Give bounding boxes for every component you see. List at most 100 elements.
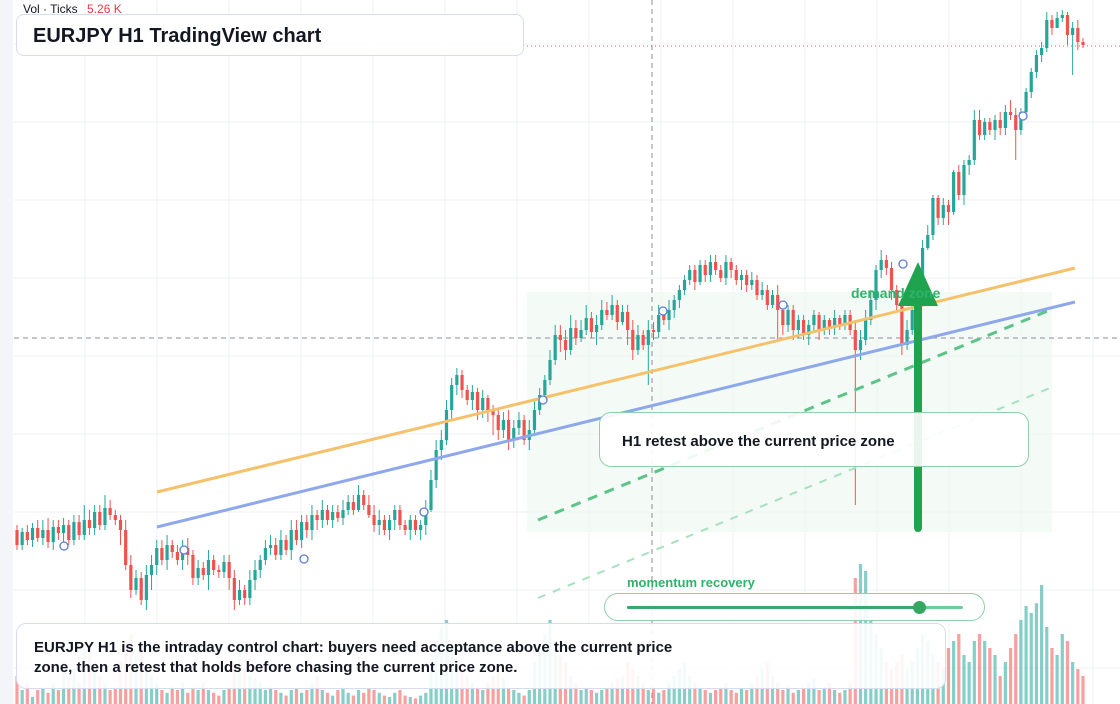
candle-bearish: [900, 305, 904, 345]
volume-bar: [1014, 634, 1018, 704]
candle-bullish: [501, 420, 506, 430]
candle-bullish: [1003, 112, 1007, 128]
up-arrow-icon[interactable]: [898, 262, 938, 306]
candle-bearish: [791, 310, 795, 330]
candle-bearish: [558, 335, 562, 340]
candle-bearish: [124, 530, 128, 565]
candle-bearish: [113, 515, 117, 520]
volume-bar: [1024, 606, 1028, 704]
candle-bullish: [1029, 72, 1033, 92]
candle-bearish: [745, 275, 749, 285]
candle-bullish: [1039, 48, 1044, 55]
volume-bar: [77, 683, 81, 704]
volume-bar: [977, 634, 982, 704]
volume-bar: [848, 683, 852, 704]
candle-bearish: [362, 495, 366, 505]
candle-bearish: [87, 520, 92, 528]
candle-bullish: [481, 398, 485, 410]
volume-bar: [372, 690, 376, 704]
candle-bearish: [170, 545, 174, 552]
event-marker-icon: [1018, 111, 1028, 121]
candle-bullish: [739, 275, 744, 280]
candle-bearish: [15, 530, 19, 545]
volume-bar: [331, 695, 335, 704]
candle-bullish: [341, 510, 345, 518]
volume-bar: [424, 692, 428, 704]
green-dashed-projection-lower[interactable]: [537, 387, 1051, 599]
volume-bar: [729, 690, 733, 704]
candle-bullish: [600, 310, 604, 325]
volume-bar: [175, 690, 180, 704]
volume-bar: [491, 676, 495, 704]
candle-bearish: [465, 390, 469, 400]
volume-bar: [362, 692, 366, 704]
volume-bar: [1071, 662, 1075, 704]
candle-bullish: [429, 480, 433, 510]
candle-bullish: [584, 318, 588, 330]
volume-bar: [315, 676, 319, 704]
candle-bullish: [786, 310, 790, 325]
momentum-slider[interactable]: [604, 593, 985, 621]
volume-bar: [351, 695, 355, 704]
candle-bearish: [615, 305, 619, 322]
candle-bearish: [336, 512, 340, 518]
volume-bar: [46, 692, 50, 704]
volume-bar: [1060, 634, 1064, 704]
candle-bullish: [289, 530, 293, 550]
candle-bullish: [543, 380, 547, 395]
candle-bearish: [232, 578, 236, 600]
volume-bar: [413, 698, 418, 704]
candle-bullish: [263, 548, 267, 560]
candle-bullish: [30, 528, 35, 540]
volume-bar: [512, 690, 516, 704]
candle-bearish: [827, 320, 832, 328]
volume-legend-value: 5.26 K: [87, 2, 122, 16]
event-markers: [59, 111, 1028, 564]
volume-bar: [506, 687, 511, 704]
volume-bar: [605, 687, 609, 704]
candle-bullish: [1060, 15, 1064, 18]
candle-bullish: [253, 570, 257, 580]
candle-bullish: [905, 330, 909, 345]
volume-bar: [41, 687, 45, 704]
candle-bearish: [36, 528, 40, 538]
candle-bullish: [320, 510, 324, 520]
candle-bearish: [77, 522, 81, 535]
candle-bullish: [1055, 18, 1059, 28]
volume-bar: [356, 690, 361, 704]
volume-bar: [579, 690, 583, 704]
candle-bearish: [315, 515, 319, 520]
candle-bearish: [734, 270, 738, 280]
volume-bar: [310, 683, 314, 704]
volume-bar: [284, 695, 288, 704]
volume-bar: [253, 678, 257, 704]
candle-bullish: [450, 385, 454, 410]
candle-bullish: [387, 520, 392, 530]
momentum-knob[interactable]: [913, 601, 927, 614]
volume-bar: [248, 676, 252, 704]
retest-callout[interactable]: H1 retest above the current price zone: [599, 412, 1029, 467]
volume-bar: [15, 676, 19, 704]
volume-bar: [962, 655, 966, 704]
volume-bar: [196, 690, 200, 704]
candle-bullish: [610, 305, 614, 315]
event-marker-icon: [898, 259, 908, 269]
candle-bearish: [284, 540, 288, 550]
volume-bar: [657, 692, 661, 704]
candle-bullish: [444, 410, 449, 440]
event-marker-icon: [658, 306, 668, 316]
candle-bullish: [807, 325, 811, 335]
event-marker-icon: [778, 300, 788, 310]
volume-bar: [791, 692, 795, 704]
volume-bar: [212, 692, 216, 704]
volume-bar: [268, 687, 273, 704]
volume-bar: [843, 690, 847, 704]
candle-bullish: [134, 578, 138, 590]
volume-bar: [403, 695, 407, 704]
candle-bullish: [206, 560, 211, 575]
candle-bullish: [952, 172, 956, 212]
candle-bullish: [920, 248, 925, 290]
candle-bullish: [149, 565, 154, 575]
volume-bar: [801, 687, 806, 704]
candle-bearish: [372, 515, 376, 525]
